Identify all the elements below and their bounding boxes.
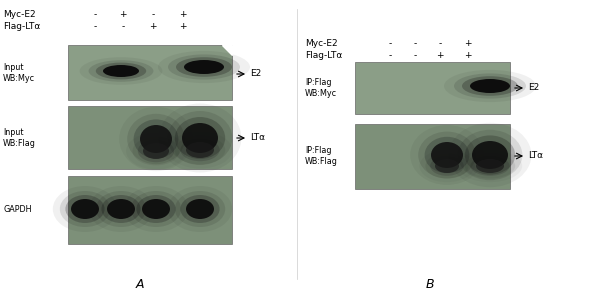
Text: +: + [464,51,472,60]
Ellipse shape [133,137,180,165]
Text: LTα: LTα [528,152,543,161]
Text: A: A [136,278,144,291]
Ellipse shape [159,103,242,173]
Ellipse shape [472,141,508,169]
Ellipse shape [431,142,463,168]
Ellipse shape [180,195,220,223]
Text: Myc-E2: Myc-E2 [3,10,36,19]
Text: Flag-LTα: Flag-LTα [305,51,342,60]
Ellipse shape [131,191,181,227]
Ellipse shape [143,143,169,159]
Ellipse shape [158,51,250,83]
Ellipse shape [138,140,174,162]
Bar [68,176,232,244]
Ellipse shape [89,186,153,232]
Ellipse shape [175,117,225,159]
Ellipse shape [134,119,178,158]
Ellipse shape [176,57,232,77]
Ellipse shape [454,73,526,99]
Text: Flag-LTα: Flag-LTα [3,22,40,31]
Text: -: - [389,51,392,60]
Text: Input
WB:Flag: Input WB:Flag [3,128,36,148]
Ellipse shape [470,79,510,93]
Ellipse shape [168,54,240,80]
Ellipse shape [119,107,193,171]
Ellipse shape [168,186,232,232]
Bar [355,124,510,189]
Text: +: + [436,51,444,60]
Text: -: - [389,39,392,48]
Text: +: + [179,10,187,19]
Ellipse shape [96,62,146,80]
Ellipse shape [186,199,214,219]
Ellipse shape [101,195,140,223]
Ellipse shape [124,186,188,232]
Text: -: - [121,22,124,31]
Ellipse shape [142,199,170,219]
Text: B: B [425,278,434,291]
Text: E2: E2 [250,69,261,79]
Ellipse shape [462,76,518,96]
Ellipse shape [184,60,224,74]
Ellipse shape [53,186,117,232]
Text: -: - [151,10,155,19]
Ellipse shape [444,70,536,102]
Ellipse shape [418,132,476,179]
Ellipse shape [182,123,218,153]
Ellipse shape [107,199,135,219]
Polygon shape [222,45,232,55]
Bar [68,106,232,169]
Ellipse shape [175,191,225,227]
Text: +: + [119,10,127,19]
Ellipse shape [425,137,469,173]
Ellipse shape [476,159,504,173]
Ellipse shape [435,159,459,173]
Text: -: - [414,51,416,60]
Text: IP:Flag
WB:Flag: IP:Flag WB:Flag [305,146,338,166]
Text: +: + [149,22,156,31]
Bar [68,45,232,100]
Ellipse shape [168,111,233,165]
Text: E2: E2 [528,83,539,92]
Ellipse shape [430,156,464,176]
Ellipse shape [103,65,139,77]
Text: Input
WB:Myc: Input WB:Myc [3,63,35,83]
Ellipse shape [449,123,531,187]
Ellipse shape [410,125,484,185]
Ellipse shape [186,142,214,158]
Text: +: + [464,39,472,48]
Text: +: + [179,22,187,31]
Ellipse shape [425,153,469,179]
Ellipse shape [96,191,146,227]
Ellipse shape [65,195,105,223]
Ellipse shape [175,136,225,164]
Ellipse shape [127,114,185,164]
Text: IP:Flag
WB:Myc: IP:Flag WB:Myc [305,78,337,98]
Ellipse shape [60,191,110,227]
Ellipse shape [180,139,220,161]
Ellipse shape [71,199,99,219]
Ellipse shape [80,57,162,85]
Text: Myc-E2: Myc-E2 [305,39,337,48]
Ellipse shape [465,135,515,175]
Ellipse shape [140,125,172,153]
Text: -: - [414,39,416,48]
Ellipse shape [89,60,154,82]
Bar [355,62,510,114]
Ellipse shape [136,195,176,223]
Text: -: - [93,22,96,31]
Text: GAPDH: GAPDH [3,205,32,214]
Text: -: - [439,39,441,48]
Text: LTα: LTα [250,133,265,143]
Text: -: - [93,10,96,19]
Ellipse shape [471,156,509,176]
Ellipse shape [465,153,515,179]
Ellipse shape [458,130,522,180]
